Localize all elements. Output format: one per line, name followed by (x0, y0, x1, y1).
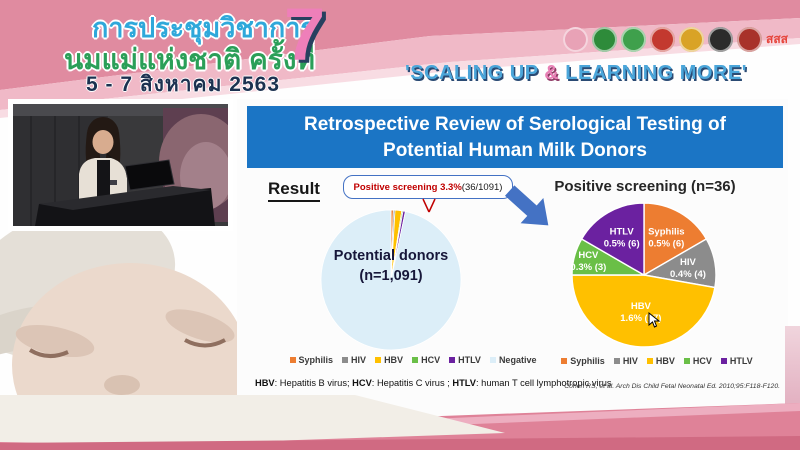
legend-swatch (342, 357, 349, 363)
bottom-pink-band (0, 395, 800, 450)
pie-slice-hbv (571, 274, 716, 348)
red-round-emblem-logo (737, 27, 763, 52)
legend-swatch (561, 358, 568, 364)
legend-swatch (720, 358, 727, 364)
slide-footnote: HBV: Hepatitis B virus; HCV: Hepatitis C… (255, 378, 612, 388)
legend-swatch (289, 357, 296, 363)
royal-temple-emblem-logo (650, 27, 676, 52)
conference-title-line1: การประชุมวิชาการ (92, 13, 315, 43)
callout-detail: (36/1091) (461, 181, 503, 193)
thai-health-sss-logo: สสส (766, 32, 788, 46)
legend-swatch (412, 357, 419, 363)
pie-slice-label-hcv: HCV 0.3% (3) (570, 250, 606, 273)
legend-item-syphilis: Syphilis (561, 356, 605, 366)
legend-potential-donors: Syphilis HIV HBV HCV HTLV Negative (263, 355, 563, 365)
legend-positive-screening: Syphilis HIV HBV HCV HTLV (561, 356, 753, 366)
pie-slice-htlv (580, 202, 645, 277)
right-edge-strip (785, 326, 800, 408)
slide: Retrospective Review of Serological Test… (237, 99, 788, 419)
legend-swatch (646, 358, 653, 364)
slide-title-line2: Potential Human Milk Donors (383, 140, 647, 161)
tagline-text: 'SCALING UP (404, 62, 545, 84)
pie-slice-syphilis (643, 202, 708, 277)
legend-item-hiv: HIV (342, 355, 366, 365)
legend-swatch (375, 357, 382, 363)
pie-title-positive-screening: Positive screening (n=36) (554, 178, 736, 195)
conference-tagline: 'SCALING UP & LEARNING MORE' (356, 62, 796, 85)
callout-highlight: Positive screening 3.3% (353, 181, 462, 193)
edition-number: 7 (284, 0, 326, 76)
pie-slice-label-hiv: HIV 0.4% (4) (670, 257, 706, 280)
conference-title-line2: นมแม่แห่งชาติ ครั้งที่ (64, 44, 315, 75)
gold-crown-emblem-logo (679, 27, 705, 52)
slide-title-line1: Retrospective Review of Serological Test… (304, 114, 726, 135)
tagline-text: LEARNING MORE' (559, 62, 748, 84)
legend-item-hcv: HCV (412, 355, 440, 365)
pie-chart-potential-donors (320, 209, 462, 351)
legend-item-htlv: HTLV (449, 355, 481, 365)
legend-item-negative: Negative (489, 355, 536, 365)
legend-swatch (683, 358, 690, 364)
presenter-webcam (8, 99, 233, 231)
legend-item-hcv: HCV (683, 356, 712, 366)
slide-title: Retrospective Review of Serological Test… (247, 106, 783, 168)
green-health-department-logo (592, 27, 618, 52)
pie-chart-positive-screening: Syphilis 0.5% (6) HIV 0.4% (4) HBV 1.6% (17) H… (570, 202, 717, 348)
podium (35, 188, 215, 226)
tagline-ampersand: & (544, 62, 560, 84)
pie-center-label-line1: Potential donors (333, 248, 449, 264)
conference-date: 5 - 7 สิงหาคม 2563 (86, 73, 281, 96)
laptop (124, 159, 175, 191)
legend-swatch (489, 357, 496, 363)
legend-swatch (613, 358, 620, 364)
black-university-emblem-logo (708, 27, 734, 52)
pie-slice-label-syphilis: Syphilis 0.5% (6) (648, 226, 684, 249)
baby-shoulder-shape (0, 395, 505, 445)
citation: Cohen RS, et al. Arch Dis Child Fetal Ne… (564, 383, 780, 390)
legend-item-hbv: HBV (375, 355, 403, 365)
pie-slice-label-htlv: HTLV 0.5% (6) (604, 226, 640, 249)
pie-slice-label-hbv: HBV 1.6% (17) (620, 301, 661, 324)
legend-item-hbv: HBV (646, 356, 675, 366)
mother-baby-foundation-logo (563, 27, 589, 52)
presenter-scene (13, 104, 228, 226)
pie-center-label-line2: (n=1,091) (359, 268, 423, 285)
result-heading: Result (268, 179, 320, 202)
pie-slice-negative (320, 209, 462, 351)
green-medical-logo (621, 27, 647, 52)
pie-center-label: Potential donors (n=1,091) (321, 246, 461, 287)
legend-swatch (449, 357, 456, 363)
legend-item-htlv: HTLV (720, 356, 753, 366)
positive-screening-callout: Positive screening 3.3% (36/1091) (343, 175, 513, 199)
logo-row: สสส (563, 27, 788, 52)
legend-item-hiv: HIV (613, 356, 638, 366)
legend-item-syphilis: Syphilis (289, 355, 333, 365)
